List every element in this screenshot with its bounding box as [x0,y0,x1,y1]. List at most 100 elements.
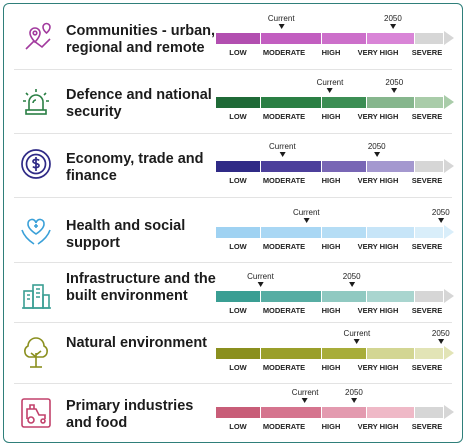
sector-row-economy: Economy, trade and finance LOW MODERATE HI… [4,134,464,196]
level-label: VERY HIGH [357,176,399,185]
sector-row-primary-industries: Primary industries and food LOW MODERATE H… [4,384,464,446]
city-buildings-icon [18,277,54,313]
current-marker: Current [317,78,343,93]
current-marker: Current [247,272,274,287]
marker-triangle [373,152,380,157]
sector-row-health: Health and social support LOW MODERATE HIG… [4,200,464,262]
marker-triangle [437,218,444,223]
level-label: SEVERE [411,112,443,121]
risk-bar [216,227,444,238]
level-label: LOW [229,176,247,185]
marker-label: 2050 [385,78,404,87]
risk-band-moderate [260,97,321,108]
current-marker: Current [268,14,295,29]
marker-label: 2050 [384,14,402,23]
row-divider [14,322,452,323]
risk-band-high [321,407,367,418]
marker-triangle [437,339,444,344]
level-label: VERY HIGH [357,422,399,431]
marker-label: 2050 [431,208,450,217]
sector-label: Defence and national security [66,87,212,120]
marker-label: Current [343,329,371,338]
level-label: SEVERE [411,48,443,57]
risk-scale: LOW MODERATE HIGH VERY HIGH SEVERE Current 205… [214,327,454,377]
risk-band-low [216,227,260,238]
sector-label: Communities - urban, regional and remote [66,23,216,56]
sector-label: Infrastructure and the built environment [66,271,216,304]
marker-triangle [302,398,309,403]
level-label: SEVERE [411,363,443,372]
level-label: VERY HIGH [357,306,399,315]
future-2050-marker: 2050 [384,14,402,29]
level-label: MODERATE [262,422,306,431]
risk-band-high [321,227,367,238]
tree-icon [18,335,54,371]
level-label: VERY HIGH [357,363,399,372]
marker-label: 2050 [342,272,361,281]
risk-band-severe [415,348,443,359]
risk-band-very-high [367,33,415,44]
future-2050-marker: 2050 [368,142,386,157]
bar-arrow-tip [444,159,454,173]
future-2050-marker: 2050 [385,78,403,93]
current-marker: Current [293,208,320,223]
sector-risk-panel: Communities - urban, regional and remote… [3,3,463,443]
marker-triangle [350,398,357,403]
marker-triangle [389,24,396,29]
marker-label: Current [267,14,295,23]
marker-triangle [303,218,310,223]
level-label: LOW [229,48,247,57]
level-label: MODERATE [262,306,306,315]
risk-band-very-high [367,291,415,302]
risk-band-moderate [260,291,321,302]
risk-bar [216,348,444,359]
marker-triangle [327,88,333,93]
level-label: MODERATE [262,363,306,372]
level-label: HIGH [321,363,341,372]
sector-label: Primary industries and food [66,398,194,431]
level-label: HIGH [321,422,341,431]
level-label: SEVERE [411,242,443,251]
risk-bar [216,97,444,108]
risk-scale: LOW MODERATE HIGH VERY HIGH SEVERE Current 205… [214,206,454,256]
level-label: VERY HIGH [357,48,399,57]
marker-label: 2050 [431,329,450,338]
level-label: LOW [229,422,247,431]
bar-arrow-tip [444,289,454,303]
heart-hands-icon [18,214,54,250]
sector-row-communities: Communities - urban, regional and remote… [4,6,464,68]
risk-band-moderate [260,161,321,172]
level-label: HIGH [321,112,341,121]
risk-band-very-high [367,407,415,418]
bar-arrow-tip [444,95,454,109]
risk-band-low [216,33,260,44]
bar-arrow-tip [444,31,454,45]
future-2050-marker: 2050 [343,272,361,287]
level-label: VERY HIGH [357,112,399,121]
level-label: HIGH [321,48,341,57]
risk-band-low [216,407,260,418]
marker-triangle [279,152,286,157]
level-label: HIGH [321,306,341,315]
marker-label: 2050 [367,142,386,151]
risk-scale: LOW MODERATE HIGH VERY HIGH SEVERE Current 205… [214,270,454,320]
level-label: MODERATE [262,242,306,251]
level-label: LOW [229,112,247,121]
current-marker: Current [269,142,296,157]
risk-band-severe [415,227,443,238]
level-label: MODERATE [262,48,306,57]
marker-label: Current [269,142,296,151]
risk-band-severe [415,33,443,44]
marker-label: 2050 [345,388,363,397]
marker-triangle [353,339,360,344]
level-label: MODERATE [262,112,306,121]
risk-band-moderate [260,348,321,359]
sector-label: Natural environment [66,335,207,351]
marker-triangle [391,88,398,93]
level-label: HIGH [321,242,341,251]
row-divider [14,69,452,70]
risk-band-low [216,291,260,302]
row-divider [14,383,452,384]
risk-band-very-high [367,97,415,108]
row-divider [14,197,452,198]
